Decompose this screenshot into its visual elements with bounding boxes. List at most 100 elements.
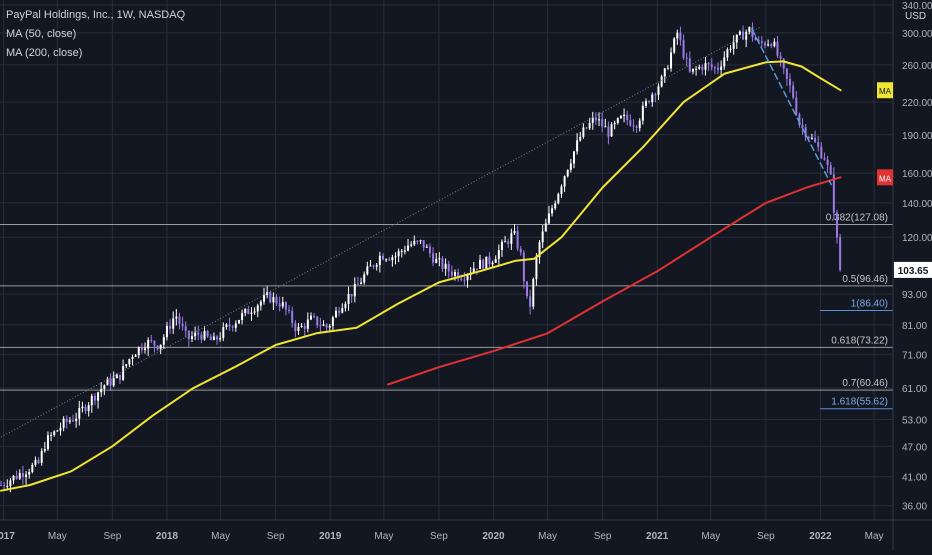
candle-body <box>153 340 156 346</box>
price-tick-label: 41.00 <box>902 473 927 484</box>
price-tick-label: 61.00 <box>902 384 927 395</box>
candle-body <box>353 283 356 297</box>
candle-body <box>9 480 12 487</box>
candle-body <box>259 301 262 306</box>
ma200-legend[interactable]: MA (200, close) <box>6 47 83 59</box>
candle-body <box>90 395 93 406</box>
candle-body <box>309 315 312 320</box>
candle-body <box>178 316 181 324</box>
candle-body <box>231 326 234 328</box>
candle-body <box>228 324 231 327</box>
candle-body <box>356 283 359 285</box>
candle-body <box>25 474 28 477</box>
candle-body <box>12 475 15 481</box>
candle-body <box>572 151 575 164</box>
candle-body <box>72 420 75 422</box>
candle-body <box>544 223 547 232</box>
price-tick-label: 160.00 <box>902 169 932 180</box>
candle-body <box>457 272 460 279</box>
candle-body <box>663 68 666 77</box>
candle-body <box>494 259 497 263</box>
candle-body <box>225 324 228 327</box>
candle-body <box>810 137 813 139</box>
candle-body <box>472 268 475 273</box>
price-tick-label: 47.00 <box>902 442 927 453</box>
candle-body <box>75 418 78 421</box>
candle-body <box>237 320 240 324</box>
price-tick-label: 190.00 <box>902 131 932 142</box>
candle-body <box>313 315 316 317</box>
candle-body <box>263 295 266 302</box>
candle-body <box>691 68 694 72</box>
candle-body <box>832 174 835 213</box>
candle-body <box>785 68 788 79</box>
candle-body <box>648 101 651 103</box>
candle-body <box>247 308 250 315</box>
price-tick-label: 53.00 <box>902 415 927 426</box>
candle-body <box>551 208 554 214</box>
candle-body <box>450 271 453 276</box>
candle-body <box>532 279 535 307</box>
price-tick-label: 340.00 <box>902 1 932 12</box>
candle-body <box>100 388 103 393</box>
ma200-line <box>386 176 842 386</box>
candle-body <box>84 406 87 412</box>
ma50-legend[interactable]: MA (50, close) <box>6 28 77 40</box>
candle-body <box>322 324 325 326</box>
candle-body <box>529 296 532 307</box>
candle-body <box>723 57 726 67</box>
candle-body <box>216 336 219 340</box>
candle-body <box>407 245 410 251</box>
candle-body <box>37 459 40 463</box>
candle-body <box>560 186 563 194</box>
candle-body <box>181 323 184 327</box>
candle-body <box>479 259 482 270</box>
last-price-box <box>894 261 932 278</box>
candle-body <box>688 58 691 72</box>
candle-body <box>710 64 713 68</box>
candle-body <box>760 41 763 43</box>
candle-body <box>56 430 59 432</box>
candle-body <box>604 126 607 128</box>
lines-layer <box>0 26 842 492</box>
candle-body <box>695 68 698 70</box>
time-tick-label: Sep <box>103 531 121 542</box>
candle-body <box>616 118 619 123</box>
candle-body <box>773 41 776 47</box>
candle-body <box>172 318 175 329</box>
candle-body <box>125 364 128 367</box>
candle-body <box>557 193 560 204</box>
candle-body <box>519 248 522 253</box>
candle-body <box>68 420 71 422</box>
time-tick-label: Sep <box>594 531 612 542</box>
candle-body <box>698 66 701 69</box>
candle-body <box>767 44 770 46</box>
candle-body <box>566 169 569 177</box>
time-tick-label: Sep <box>430 531 448 542</box>
candle-body <box>682 40 685 58</box>
candle-body <box>591 117 594 123</box>
time-tick-label: 2018 <box>156 531 179 542</box>
candle-body <box>776 41 779 56</box>
candle-body <box>350 294 353 297</box>
candle-body <box>814 137 817 143</box>
candle-body <box>175 316 178 319</box>
candle-body <box>241 313 244 321</box>
price-tick-label: 71.00 <box>902 350 927 361</box>
candle-body <box>666 68 669 70</box>
candle-body <box>281 302 284 307</box>
candle-body <box>338 310 341 313</box>
candle-body <box>234 323 237 328</box>
price-tick-label: 220.00 <box>902 98 932 109</box>
candle-body <box>488 256 491 265</box>
candle-body <box>770 44 773 47</box>
candle-body <box>397 251 400 257</box>
symbol-title: PayPal Holdings, Inc., 1W, NASDAQ <box>6 9 186 21</box>
candle-body <box>569 163 572 170</box>
candle-body <box>0 485 2 487</box>
candle-body <box>807 136 810 139</box>
candle-body <box>789 78 792 86</box>
